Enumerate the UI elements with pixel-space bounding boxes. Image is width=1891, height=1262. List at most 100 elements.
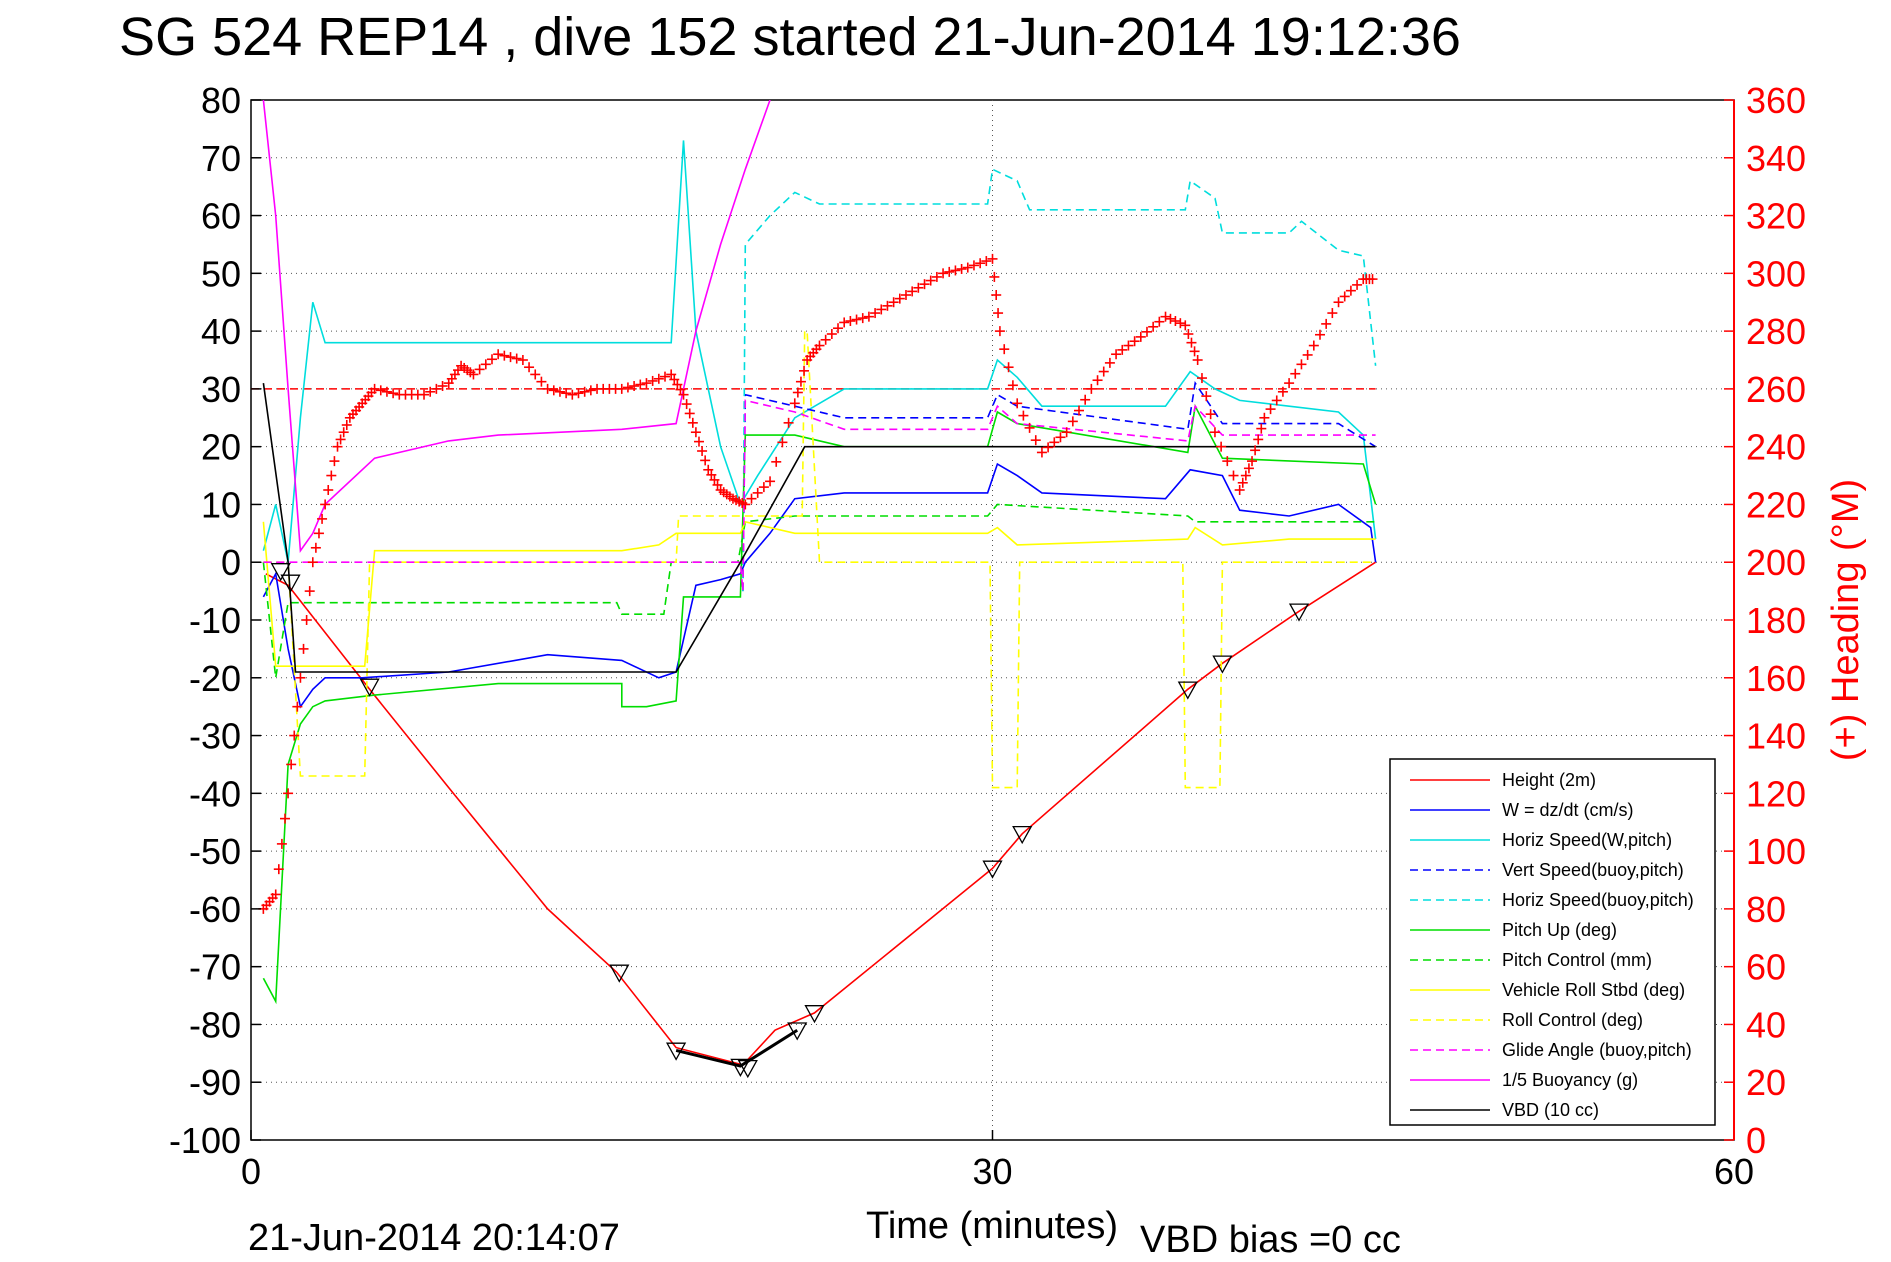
heading-point xyxy=(375,385,386,396)
heading-point xyxy=(888,297,899,308)
heading-point xyxy=(1196,373,1207,384)
x-tick-label: 0 xyxy=(241,1151,261,1192)
heading-point xyxy=(1043,442,1054,453)
heading-point xyxy=(326,470,337,481)
heading-point xyxy=(542,383,553,394)
y-tick-label: -30 xyxy=(189,716,241,757)
series-vehicle-roll-stbd-deg xyxy=(262,520,1376,668)
legend-label: VBD (10 cc) xyxy=(1502,1100,1599,1120)
y-tick-label: -80 xyxy=(189,1004,241,1045)
heading-point xyxy=(279,813,290,824)
heading-point xyxy=(1186,337,1197,348)
x-tick-label: 30 xyxy=(972,1151,1012,1192)
y-right-tick-label: 280 xyxy=(1746,311,1806,352)
heading-point xyxy=(1250,445,1261,456)
heading-point xyxy=(1256,423,1267,434)
y-tick-label: -70 xyxy=(189,947,241,988)
heading-point xyxy=(675,384,686,395)
heading-point xyxy=(1308,340,1319,351)
series-w-dz-dt-cm-s xyxy=(262,462,1377,709)
y-tick-label: -100 xyxy=(169,1120,241,1161)
heading-point xyxy=(684,408,695,419)
heading-point xyxy=(579,386,590,397)
heading-point xyxy=(740,499,751,510)
heading-point xyxy=(746,493,757,504)
heading-point xyxy=(789,398,800,409)
bottom-segment xyxy=(675,1028,799,1068)
heading-point xyxy=(1012,398,1023,409)
heading-point xyxy=(1277,386,1288,397)
heading-point xyxy=(1240,470,1251,481)
heading-point xyxy=(1339,291,1350,302)
heading-point xyxy=(329,456,340,467)
y-right-tick-label: 160 xyxy=(1746,658,1806,699)
heading-point xyxy=(857,313,868,324)
y-right-tick-label: 60 xyxy=(1746,947,1786,988)
heading-point xyxy=(882,300,893,311)
heading-point xyxy=(1234,485,1245,495)
heading-point xyxy=(1170,316,1181,326)
series-glide-angle-buoy-pitch xyxy=(263,399,1376,592)
heading-point xyxy=(1284,378,1295,389)
heading-point xyxy=(1086,383,1097,394)
heading-point xyxy=(530,369,541,380)
heading-point xyxy=(1074,405,1085,416)
heading-point xyxy=(687,417,698,428)
heading-point xyxy=(826,329,837,339)
heading-point xyxy=(536,376,547,387)
legend-label: Pitch Control (mm) xyxy=(1502,950,1652,970)
heading-point xyxy=(388,388,399,399)
heading-point xyxy=(845,316,856,326)
heading-point xyxy=(989,271,1000,282)
heading-point xyxy=(993,308,1004,319)
heading-point xyxy=(298,643,309,654)
heading-point xyxy=(1003,362,1014,373)
heading-point xyxy=(1333,297,1344,308)
depth-marker xyxy=(1288,603,1310,622)
heading-point xyxy=(1154,316,1165,327)
heading-point xyxy=(554,386,565,397)
footer-vbd-bias: VBD bias =0 cc xyxy=(1140,1219,1401,1261)
heading-point xyxy=(956,264,967,274)
legend-item: Pitch Up (deg) xyxy=(1410,920,1617,940)
heading-point xyxy=(1129,336,1140,347)
heading-point xyxy=(1180,320,1191,331)
legend-item: Height (2m) xyxy=(1410,770,1596,790)
heading-point xyxy=(437,381,448,391)
heading-point xyxy=(283,788,294,799)
heading-point xyxy=(913,282,924,293)
depth-marker xyxy=(1012,825,1033,845)
heading-point xyxy=(1007,380,1018,391)
heading-point xyxy=(1228,470,1239,481)
series-vert-speed-buoy-pitch xyxy=(742,380,1377,592)
legend-item: W = dz/dt (cm/s) xyxy=(1410,800,1634,820)
y-right-tick-label: 180 xyxy=(1746,600,1806,641)
depth-marker xyxy=(1177,681,1198,700)
heading-point xyxy=(323,485,334,495)
heading-point xyxy=(493,349,504,360)
heading-point xyxy=(999,344,1010,355)
series-layer xyxy=(251,100,1378,1066)
heading-point xyxy=(499,350,510,361)
legend-label: Pitch Up (deg) xyxy=(1502,920,1617,940)
heading-point xyxy=(320,499,331,510)
heading-point xyxy=(697,446,708,456)
y-tick-label: 40 xyxy=(201,311,241,352)
y-tick-label: 50 xyxy=(201,253,241,294)
heading-point xyxy=(310,542,321,553)
heading-point xyxy=(758,482,769,493)
heading-point xyxy=(635,379,646,390)
heading-point xyxy=(1055,432,1066,443)
heading-point xyxy=(962,262,973,273)
y-right-axis-label: (+) Heading (°M) xyxy=(1825,479,1867,761)
heading-point xyxy=(1367,274,1378,285)
heading-point xyxy=(292,701,303,712)
y-tick-label: 10 xyxy=(201,484,241,525)
heading-point xyxy=(1327,308,1338,319)
depth-marker xyxy=(1212,655,1233,674)
heading-point xyxy=(863,311,874,322)
heading-point xyxy=(783,417,794,428)
heading-point xyxy=(1314,329,1325,340)
heading-point xyxy=(1123,340,1134,351)
